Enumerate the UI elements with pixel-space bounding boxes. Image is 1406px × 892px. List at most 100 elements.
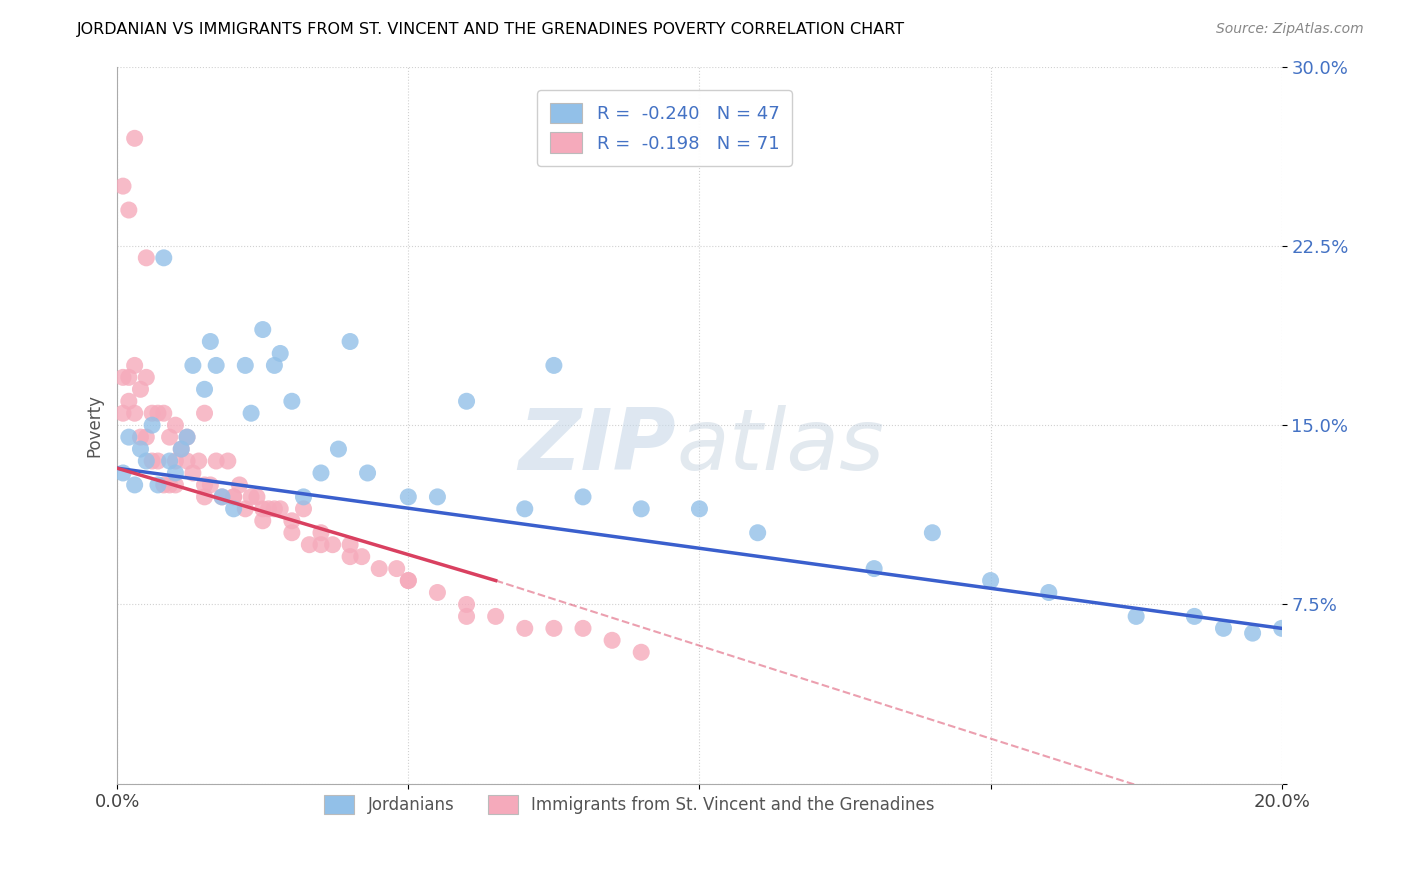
Point [281, 514, 304, 528]
Point [135, 430, 157, 444]
Point [263, 359, 285, 373]
Point [263, 501, 285, 516]
Point [205, 359, 228, 373]
Point [385, 561, 408, 575]
Point [129, 382, 152, 396]
Point [456, 609, 478, 624]
Point [228, 478, 250, 492]
Point [146, 478, 169, 492]
Text: atlas: atlas [676, 405, 884, 488]
Point [350, 549, 373, 564]
Point [396, 490, 419, 504]
Point [135, 370, 157, 384]
Point [124, 359, 146, 373]
Point [176, 430, 198, 444]
Point [159, 478, 181, 492]
Point [513, 501, 536, 516]
Point [111, 466, 134, 480]
Point [211, 490, 233, 504]
Point [1212, 621, 1234, 635]
Point [688, 501, 710, 516]
Point [111, 406, 134, 420]
Point [269, 346, 291, 360]
Point [339, 334, 361, 349]
Point [630, 501, 652, 516]
Point [170, 442, 193, 456]
Point [211, 490, 233, 504]
Point [124, 131, 146, 145]
Point [456, 394, 478, 409]
Point [240, 406, 263, 420]
Point [129, 430, 152, 444]
Point [921, 525, 943, 540]
Point [200, 478, 222, 492]
Point [124, 478, 146, 492]
Point [292, 490, 315, 504]
Point [309, 525, 332, 540]
Point [600, 633, 623, 648]
Point [129, 442, 152, 456]
Point [124, 406, 146, 420]
Point [322, 538, 344, 552]
Point [747, 525, 769, 540]
Point [485, 609, 508, 624]
Point [1271, 621, 1294, 635]
Point [193, 406, 215, 420]
Point [356, 466, 378, 480]
Point [269, 501, 291, 516]
Point [193, 490, 215, 504]
Point [170, 442, 193, 456]
Point [193, 478, 215, 492]
Point [1038, 585, 1060, 599]
Point [1241, 626, 1264, 640]
Point [309, 538, 332, 552]
Point [328, 442, 350, 456]
Point [118, 370, 141, 384]
Point [368, 561, 391, 575]
Point [141, 406, 163, 420]
Point [281, 394, 304, 409]
Point [159, 430, 181, 444]
Point [176, 430, 198, 444]
Point [980, 574, 1002, 588]
Y-axis label: Poverty: Poverty [86, 393, 103, 457]
Point [252, 322, 274, 336]
Point [111, 370, 134, 384]
Point [222, 501, 245, 516]
Point [165, 466, 187, 480]
Point [118, 202, 141, 217]
Point [339, 549, 361, 564]
Point [246, 490, 269, 504]
Point [456, 598, 478, 612]
Point [200, 334, 222, 349]
Point [152, 406, 174, 420]
Point [118, 430, 141, 444]
Point [396, 574, 419, 588]
Point [513, 621, 536, 635]
Point [630, 645, 652, 659]
Point [159, 454, 181, 468]
Point [181, 466, 204, 480]
Point [181, 359, 204, 373]
Point [141, 454, 163, 468]
Point [141, 418, 163, 433]
Point [863, 561, 886, 575]
Point [176, 454, 198, 468]
Point [193, 382, 215, 396]
Point [146, 454, 169, 468]
Point [152, 478, 174, 492]
Point [257, 501, 280, 516]
Point [222, 490, 245, 504]
Point [572, 490, 595, 504]
Point [111, 179, 134, 194]
Point [165, 478, 187, 492]
Point [426, 490, 449, 504]
Point [281, 525, 304, 540]
Point [1182, 609, 1205, 624]
Point [118, 394, 141, 409]
Point [252, 514, 274, 528]
Point [165, 418, 187, 433]
Point [165, 454, 187, 468]
Point [205, 454, 228, 468]
Point [233, 359, 256, 373]
